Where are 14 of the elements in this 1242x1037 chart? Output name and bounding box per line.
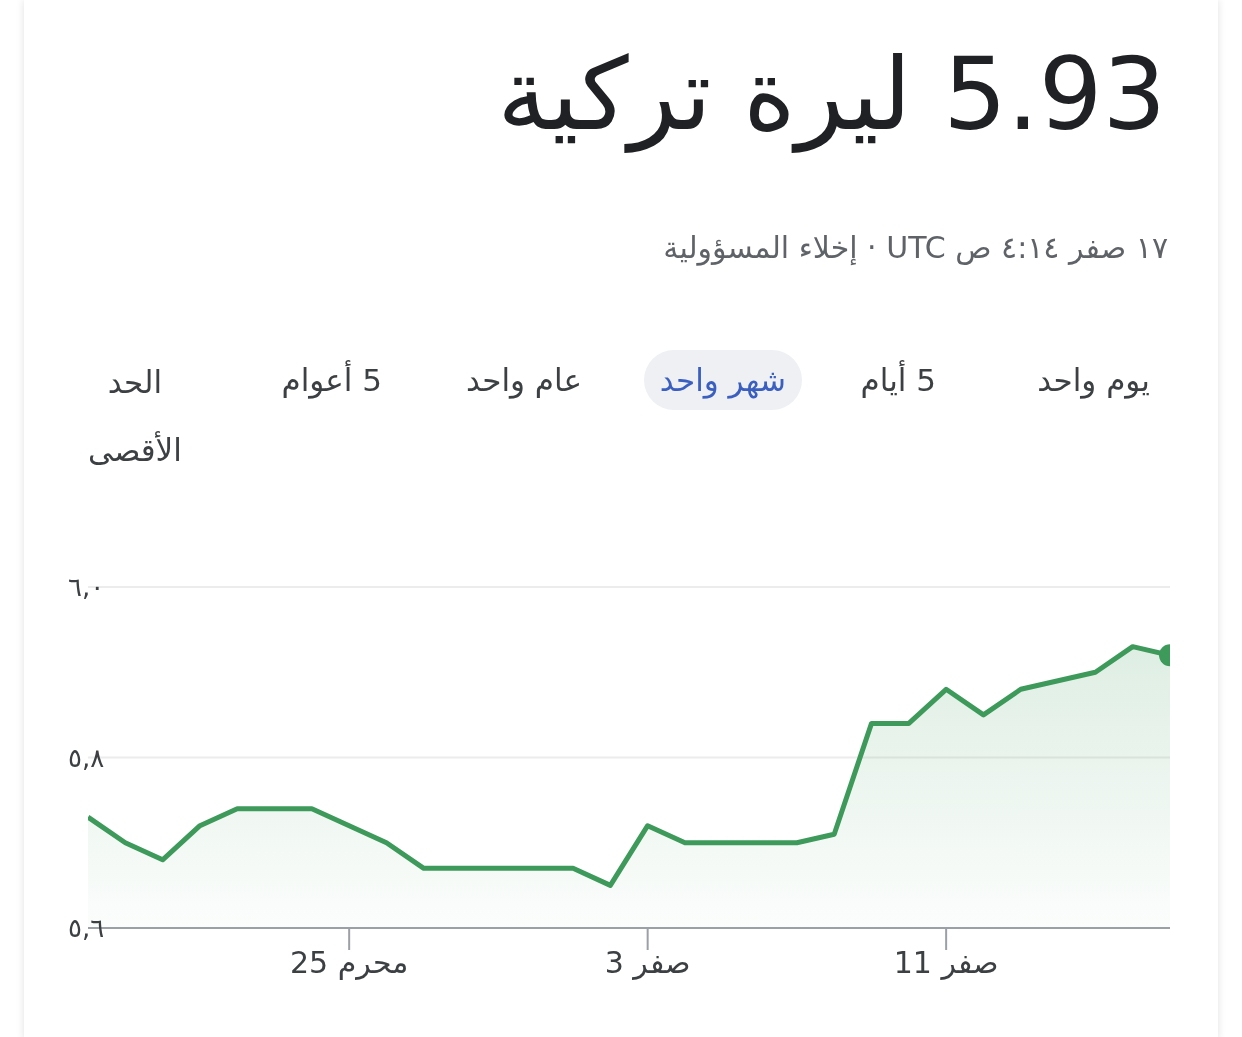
text: شهر واحد xyxy=(643,350,802,410)
text: عام واحد xyxy=(465,362,582,398)
x-tick-label: 11 صفر xyxy=(893,945,999,981)
x-tick-label: 25 محرم xyxy=(290,945,409,981)
x-tick-label: 3 صفر xyxy=(604,945,691,981)
text: 5 أعوام xyxy=(281,362,382,398)
y-tick-label: ٥,٨ xyxy=(68,742,105,773)
y-tick-label: ٦,٠ xyxy=(68,572,105,603)
text: يوم واحد xyxy=(1037,362,1150,398)
text: 5 أيام xyxy=(860,362,936,398)
chart-title: 5.93 ليرة تركية xyxy=(497,36,1166,153)
y-tick-label: ٥,٦ xyxy=(68,913,105,944)
chart-subtitle: ١٧ صفر ٤:١٤ ص UTC · إخلاء المسؤولية xyxy=(663,230,1168,265)
text: الحد الأقصى xyxy=(87,363,183,470)
